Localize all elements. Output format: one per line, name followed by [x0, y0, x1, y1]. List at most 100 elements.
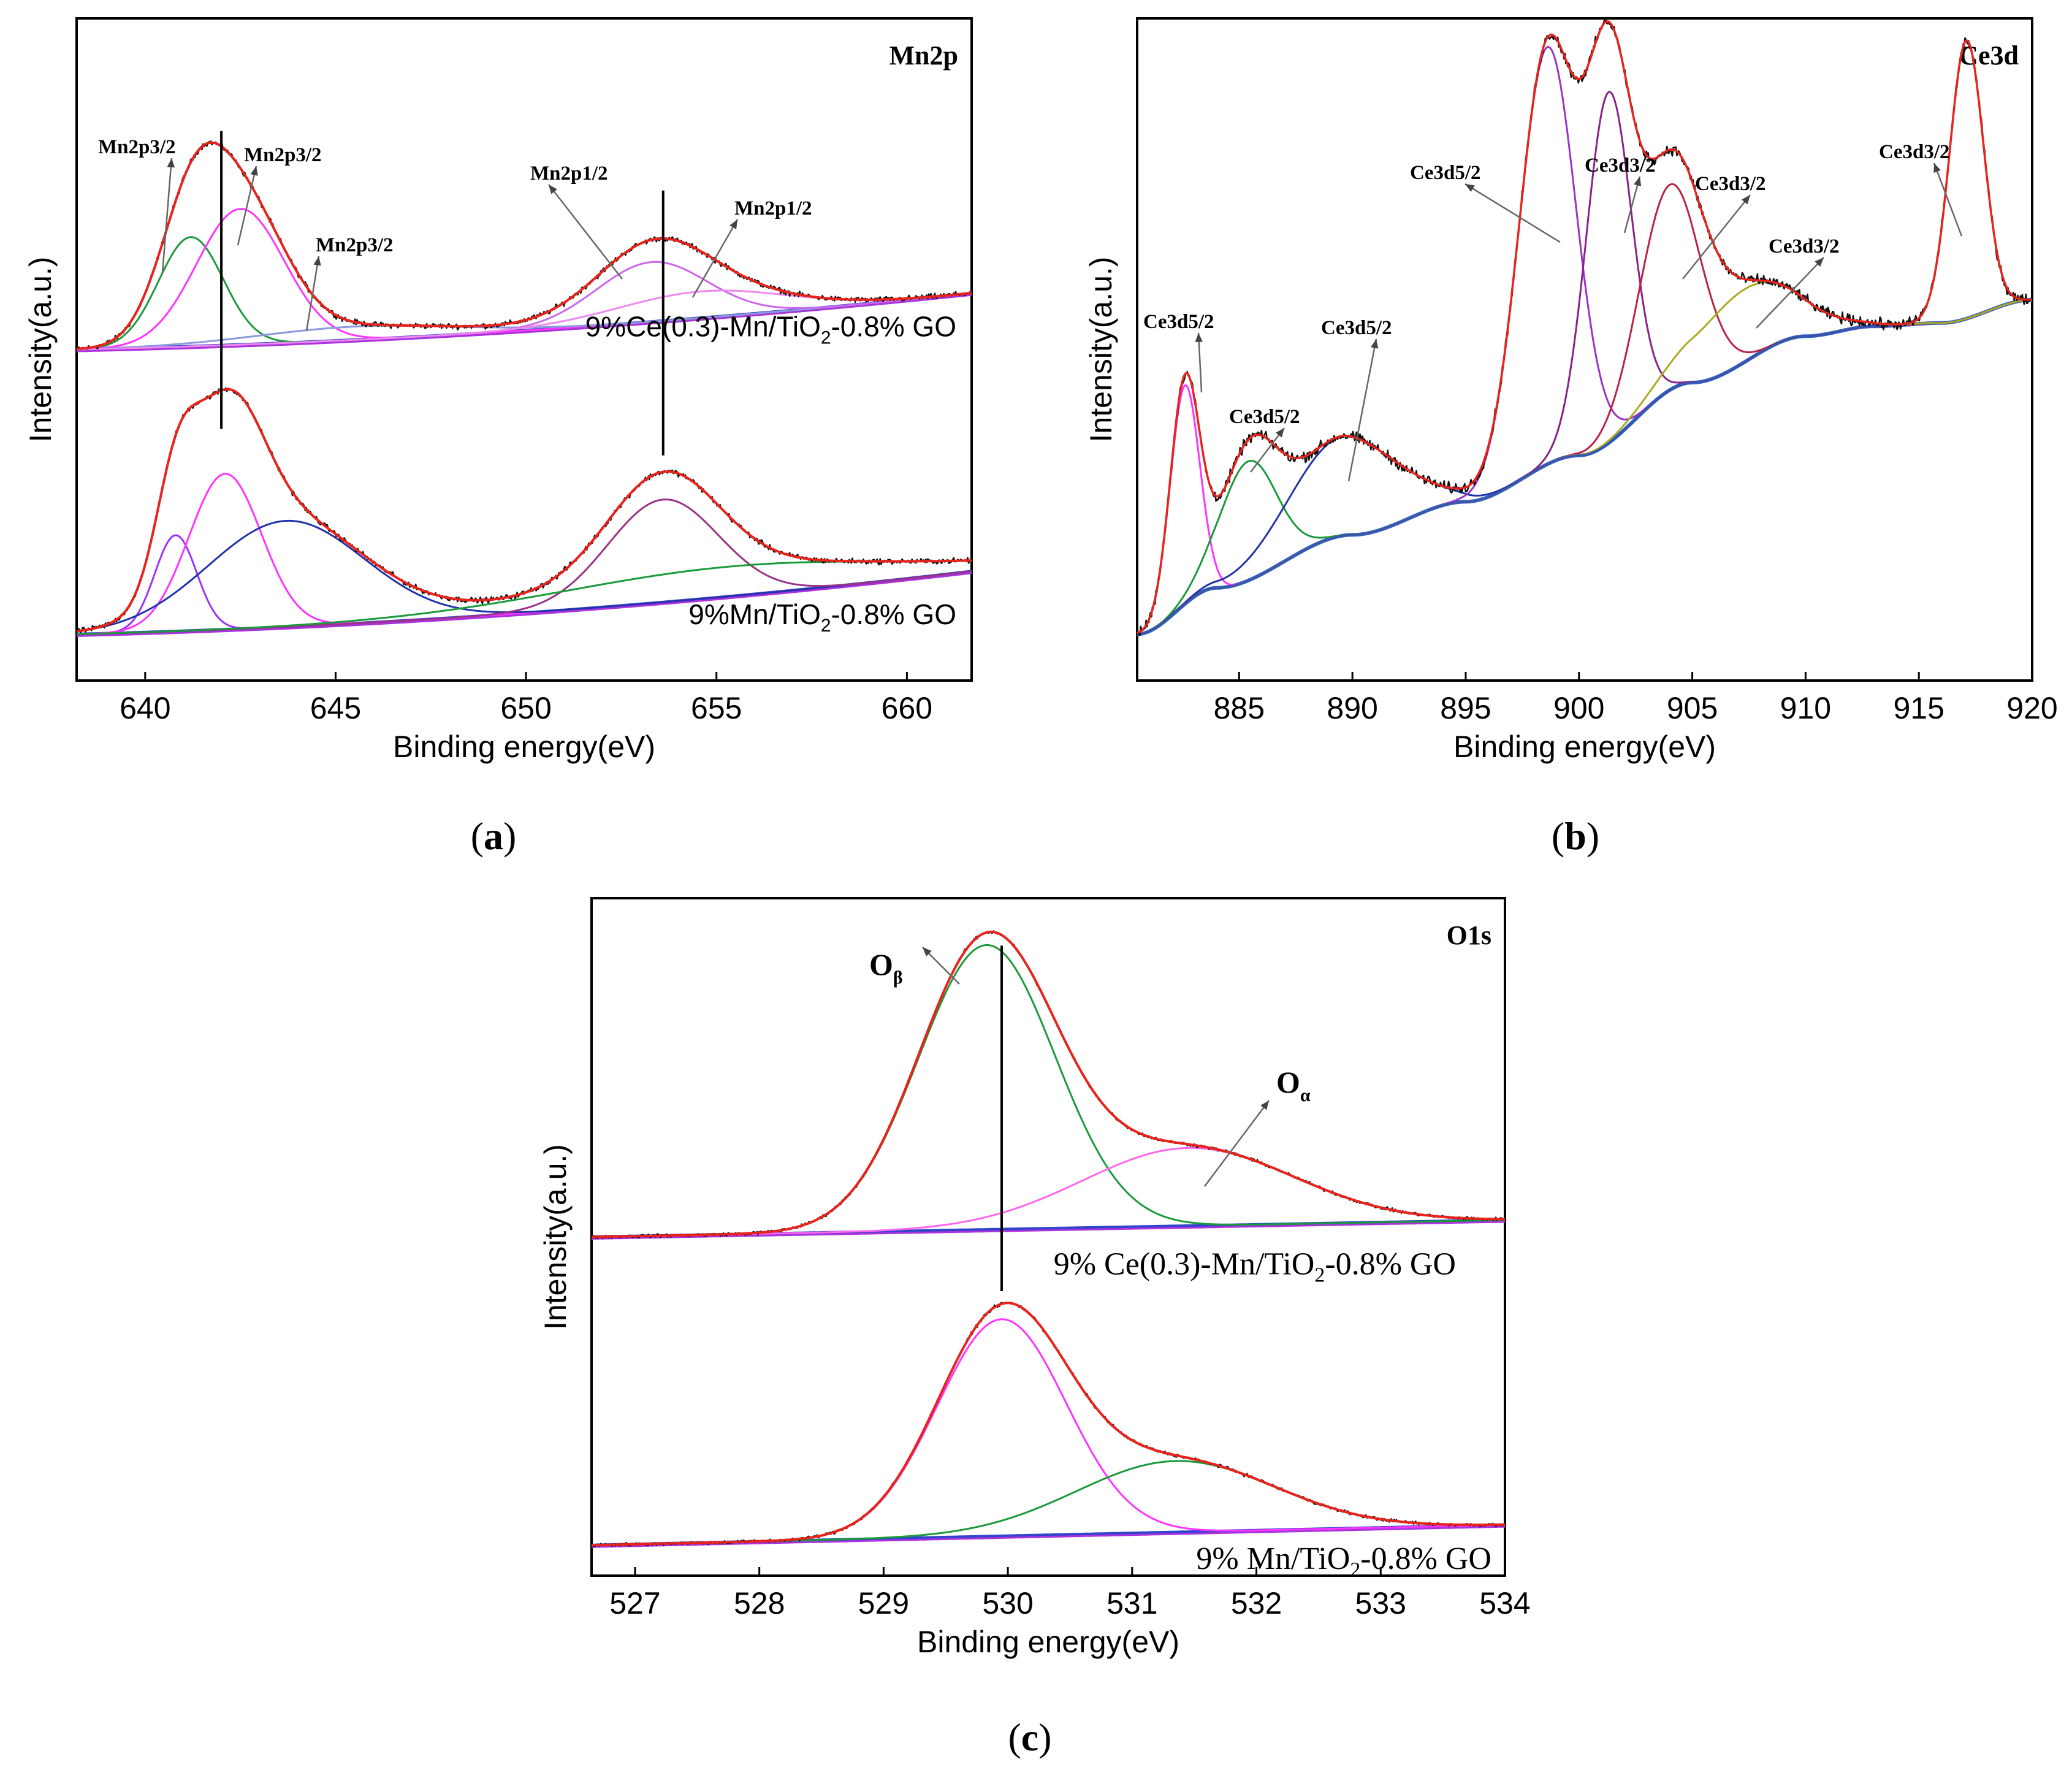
panel-title-a: Mn2p — [889, 40, 958, 71]
peak-label-b-5-arrowhead — [1741, 195, 1750, 205]
peak-label-b-0-arrowhead — [1195, 333, 1203, 343]
peak-label-c-alpha: Oα — [1276, 1065, 1311, 1105]
peak-label-c-alpha-arrowhead — [1260, 1101, 1269, 1110]
panel-caption-c: (c) — [1008, 1715, 1051, 1759]
peak-component-c-1-1 — [591, 1460, 1506, 1546]
x-tick-label-b-2: 895 — [1440, 691, 1491, 725]
peak-label-a-1-arrow — [237, 166, 257, 246]
x-tick-label-c-5: 532 — [1231, 1586, 1282, 1620]
peak-label-b-6-arrow — [1756, 257, 1824, 329]
peak-label-b-0-arrow — [1197, 332, 1203, 393]
y-axis-label-c: Intensity(a.u.) — [538, 1144, 573, 1330]
x-tick-label-b-0: 885 — [1214, 691, 1265, 725]
fit-envelope-c-0 — [591, 930, 1506, 1238]
peak-label-c-beta-arrowhead — [923, 947, 932, 956]
x-tick-label-c-1: 528 — [734, 1586, 785, 1620]
peak-component-b-1 — [1137, 299, 2032, 635]
peak-label-c-beta: Oβ — [869, 947, 903, 988]
sample-a-1 — [75, 387, 973, 637]
peak-label-a-4: Mn2p1/2 — [734, 197, 812, 219]
x-tick-label-a-0: 640 — [120, 691, 170, 725]
plot-frame-a — [75, 17, 973, 682]
peak-label-b-1-arrowhead — [1276, 428, 1284, 438]
peak-label-a-0-arrowhead — [167, 158, 175, 168]
background2-c-0 — [592, 1221, 1505, 1240]
panel-caption-b: (b) — [1552, 814, 1599, 858]
peak-label-b-3: Ce3d5/2 — [1410, 162, 1481, 184]
sample-c-0 — [590, 930, 1506, 1240]
sample-c-1 — [591, 1301, 1506, 1548]
peak-label-a-3: Mn2p1/2 — [530, 162, 608, 185]
x-tick-label-c-6: 533 — [1355, 1586, 1406, 1620]
x-tick-label-b-4: 905 — [1667, 691, 1718, 725]
peak-label-b-6-arrowhead — [1815, 258, 1824, 267]
peak-label-b-0: Ce3d5/2 — [1143, 311, 1214, 333]
x-tick-label-b-3: 900 — [1553, 691, 1604, 725]
x-tick-label-c-3: 530 — [982, 1586, 1033, 1620]
y-axis-label-a: Intensity(a.u.) — [23, 257, 58, 443]
sample-label-a-0: 9%Ce(0.3)-Mn/TiO2-0.8% GO — [585, 310, 956, 348]
background-b — [1136, 298, 2033, 636]
peak-label-b-4: Ce3d3/2 — [1585, 155, 1656, 177]
peak-label-b-5: Ce3d3/2 — [1695, 173, 1766, 195]
y-axis-label-b: Intensity(a.u.) — [1084, 257, 1118, 443]
peak-label-b-3-arrowhead — [1465, 184, 1475, 193]
peak-label-b-7: Ce3d3/2 — [1879, 141, 1950, 163]
fit-envelope-a-0 — [76, 141, 972, 350]
peak-label-a-0: Mn2p3/2 — [98, 136, 176, 158]
x-tick-label-c-4: 531 — [1106, 1586, 1157, 1620]
raw-spectrum-b — [1136, 17, 2033, 636]
x-axis-label-a: Binding energy(eV) — [393, 730, 655, 764]
x-tick-label-c-0: 527 — [609, 1586, 660, 1620]
raw-spectrum-a-1 — [75, 387, 973, 633]
peak-label-a-2-arrow — [305, 256, 320, 332]
peak-label-b-3-arrow — [1464, 183, 1561, 243]
x-tick-label-a-4: 660 — [882, 691, 932, 725]
background2-c-1 — [591, 1525, 1506, 1548]
peak-label-b-5-arrow — [1682, 194, 1751, 280]
peak-component-b-7 — [1137, 39, 2032, 635]
peak-label-b-2: Ce3d5/2 — [1321, 317, 1392, 339]
fit-envelope-b — [1137, 20, 2033, 634]
peak-label-a-3-arrowhead — [549, 185, 557, 194]
peak-label-c-alpha-arrow — [1204, 1100, 1270, 1187]
panel-title-c: O1s — [1447, 920, 1491, 950]
background2-a-0 — [77, 294, 972, 353]
raw-spectrum-c-1 — [591, 1301, 1506, 1547]
panel-title-b: Ce3d — [1959, 40, 2019, 71]
panel-caption-a: (a) — [471, 814, 517, 858]
x-tick-label-b-7: 920 — [2006, 691, 2057, 725]
peak-component-b-2 — [1137, 299, 2032, 635]
peak-label-a-0-arrow — [161, 158, 173, 273]
x-axis-label-c: Binding energy(eV) — [917, 1625, 1179, 1659]
x-tick-label-b-5: 910 — [1780, 691, 1831, 725]
peak-label-a-1-arrowhead — [250, 166, 258, 176]
x-tick-label-a-2: 650 — [500, 691, 551, 725]
sample-a-0 — [75, 140, 973, 353]
peak-label-a-4-arrow — [691, 219, 739, 298]
sample-label-c-0: 9% Ce(0.3)-Mn/TiO2-0.8% GO — [1054, 1246, 1456, 1286]
fit-envelope-c-1 — [591, 1302, 1506, 1547]
peak-label-b-4-arrow — [1623, 176, 1641, 234]
peak-component-b-3 — [1137, 46, 2032, 635]
spectrum-b — [1136, 17, 2033, 636]
peak-label-b-7-arrow — [1933, 162, 1963, 237]
peak-component-b-6 — [1137, 281, 2032, 635]
peak-component-b-0 — [1137, 299, 2032, 634]
peak-label-a-2: Mn2p3/2 — [316, 234, 394, 256]
x-tick-label-a-3: 655 — [691, 691, 742, 725]
peak-label-b-4-arrowhead — [1634, 177, 1642, 186]
peak-label-b-7-arrowhead — [1933, 163, 1941, 173]
x-tick-label-b-1: 890 — [1327, 691, 1377, 725]
raw-spectrum-c-0 — [590, 930, 1506, 1240]
background2-a-1 — [77, 572, 972, 637]
sample-label-c-1: 9% Mn/TiO2-0.8% GO — [1196, 1541, 1491, 1581]
peak-label-a-4-arrowhead — [729, 219, 737, 229]
peak-label-b-6: Ce3d3/2 — [1769, 235, 1840, 258]
peak-label-b-1: Ce3d5/2 — [1229, 406, 1300, 428]
peak-component-c-0-0 — [592, 944, 1505, 1238]
peak-component-c-1-0 — [591, 1318, 1506, 1546]
peak-label-a-3-arrow — [548, 184, 623, 280]
x-axis-label-b: Binding energy(eV) — [1453, 730, 1716, 764]
